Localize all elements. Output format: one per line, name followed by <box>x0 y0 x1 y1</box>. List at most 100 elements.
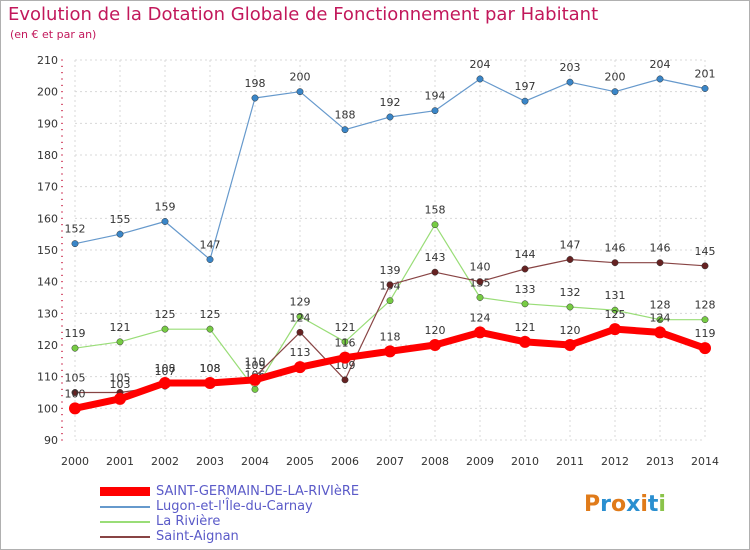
legend-item: La Rivière <box>100 514 359 529</box>
data-label-saint-germain-de-la-rivi-re: 108 <box>155 362 176 375</box>
data-point-saint-germain-de-la-rivi-re <box>249 373 261 386</box>
chart-legend: SAINT-GERMAIN-DE-LA-RIVIèRE Lugon-et-l'Îl… <box>100 484 359 544</box>
data-point-saint-germain-de-la-rivi-re <box>429 339 441 351</box>
data-point-saint-aignan <box>476 278 484 286</box>
data-label-lugon-et-l-le-du-carnay: 201 <box>695 68 716 81</box>
data-label-saint-germain-de-la-rivi-re: 125 <box>605 308 626 321</box>
data-point-lugon-et-l-le-du-carnay <box>566 78 574 86</box>
data-label-lugon-et-l-le-du-carnay: 147 <box>200 239 221 252</box>
data-label-la-rivi-re: 129 <box>290 296 311 309</box>
x-tick-label: 2006 <box>331 455 359 468</box>
data-point-lugon-et-l-le-du-carnay <box>521 97 529 105</box>
data-point-la-rivi-re <box>476 294 484 301</box>
data-label-saint-germain-de-la-rivi-re: 120 <box>560 324 581 337</box>
data-label-la-rivi-re: 119 <box>65 327 86 340</box>
data-point-la-rivi-re <box>566 303 574 311</box>
y-tick-label: 130 <box>37 307 58 320</box>
x-tick-label: 2007 <box>376 455 404 468</box>
data-label-saint-germain-de-la-rivi-re: 113 <box>290 346 311 359</box>
logo-letter: r <box>600 492 611 517</box>
data-point-lugon-et-l-le-du-carnay <box>206 256 214 263</box>
legend-label: Saint-Aignan <box>156 529 239 544</box>
logo-letter: t <box>647 492 659 517</box>
x-tick-label: 2009 <box>466 455 494 468</box>
data-point-saint-aignan <box>701 262 709 270</box>
data-point-saint-aignan <box>566 256 574 263</box>
chart-title: Evolution de la Dotation Globale de Fonc… <box>8 4 599 25</box>
data-label-saint-germain-de-la-rivi-re: 120 <box>425 324 446 337</box>
x-tick-label: 2000 <box>61 455 89 468</box>
data-point-lugon-et-l-le-du-carnay <box>296 88 304 96</box>
data-label-saint-aignan: 146 <box>650 242 671 255</box>
data-label-lugon-et-l-le-du-carnay: 188 <box>335 109 356 122</box>
data-point-saint-germain-de-la-rivi-re <box>564 339 576 351</box>
y-tick-label: 100 <box>37 402 58 415</box>
y-tick-label: 120 <box>37 339 58 352</box>
data-label-la-rivi-re: 125 <box>155 308 176 321</box>
data-point-saint-germain-de-la-rivi-re <box>609 323 621 336</box>
logo-letter: o <box>610 492 627 517</box>
data-label-saint-aignan: 105 <box>110 372 131 385</box>
logo-letter: i <box>640 492 648 517</box>
data-label-la-rivi-re: 128 <box>695 299 716 312</box>
data-point-la-rivi-re <box>341 338 349 346</box>
data-point-lugon-et-l-le-du-carnay <box>656 75 664 83</box>
data-label-la-rivi-re: 125 <box>200 308 221 321</box>
data-label-saint-aignan: 107 <box>155 365 176 378</box>
data-point-lugon-et-l-le-du-carnay <box>161 218 169 225</box>
data-point-lugon-et-l-le-du-carnay <box>701 85 709 92</box>
data-point-la-rivi-re <box>296 313 304 320</box>
data-label-saint-aignan: 144 <box>515 248 536 261</box>
data-point-saint-germain-de-la-rivi-re <box>384 345 396 358</box>
x-tick-label: 2001 <box>106 455 134 468</box>
data-point-lugon-et-l-le-du-carnay <box>611 88 619 96</box>
x-tick-label: 2002 <box>151 455 179 468</box>
y-tick-label: 200 <box>37 86 58 99</box>
data-label-saint-aignan: 124 <box>290 311 311 324</box>
data-point-saint-germain-de-la-rivi-re <box>519 335 531 348</box>
data-label-saint-germain-de-la-rivi-re: 109 <box>245 359 266 372</box>
data-label-la-rivi-re: 128 <box>650 299 671 312</box>
y-tick-label: 160 <box>37 212 58 225</box>
legend-swatch <box>100 487 150 496</box>
x-tick-label: 2004 <box>241 455 269 468</box>
data-label-saint-aignan: 145 <box>695 245 716 258</box>
data-label-lugon-et-l-le-du-carnay: 200 <box>290 71 311 84</box>
data-label-saint-aignan: 110 <box>245 356 266 369</box>
data-point-lugon-et-l-le-du-carnay <box>116 230 124 238</box>
data-label-lugon-et-l-le-du-carnay: 155 <box>110 213 131 226</box>
data-label-lugon-et-l-le-du-carnay: 204 <box>650 58 671 71</box>
logo-letter: i <box>658 492 666 517</box>
data-label-saint-aignan: 140 <box>470 261 491 274</box>
legend-swatch <box>100 535 150 538</box>
data-point-lugon-et-l-le-du-carnay <box>251 94 259 102</box>
data-label-la-rivi-re: 121 <box>335 321 356 334</box>
data-point-saint-germain-de-la-rivi-re <box>204 377 216 389</box>
legend-swatch <box>100 520 150 523</box>
data-label-saint-germain-de-la-rivi-re: 103 <box>110 378 131 391</box>
data-point-saint-germain-de-la-rivi-re <box>69 402 81 415</box>
data-label-la-rivi-re: 158 <box>425 204 446 217</box>
y-tick-label: 140 <box>37 276 58 289</box>
data-point-saint-germain-de-la-rivi-re <box>339 351 351 364</box>
data-point-la-rivi-re <box>701 316 709 324</box>
data-label-saint-germain-de-la-rivi-re: 124 <box>650 311 671 324</box>
data-label-la-rivi-re: 133 <box>515 283 536 296</box>
data-point-la-rivi-re <box>161 325 169 333</box>
data-label-lugon-et-l-le-du-carnay: 192 <box>380 96 401 109</box>
y-tick-label: 170 <box>37 181 58 194</box>
data-label-saint-germain-de-la-rivi-re: 116 <box>335 337 356 350</box>
y-tick-label: 90 <box>44 434 58 447</box>
data-label-la-rivi-re: 131 <box>605 289 626 302</box>
data-point-la-rivi-re <box>116 338 124 346</box>
x-tick-label: 2012 <box>601 455 629 468</box>
data-label-lugon-et-l-le-du-carnay: 204 <box>470 58 491 71</box>
legend-label: SAINT-GERMAIN-DE-LA-RIVIèRE <box>156 484 360 499</box>
y-tick-label: 180 <box>37 149 58 162</box>
chart-subtitle: (en € et par an) <box>10 28 97 41</box>
data-point-la-rivi-re <box>206 325 214 333</box>
data-label-la-rivi-re: 121 <box>110 321 131 334</box>
x-tick-label: 2013 <box>646 455 674 468</box>
data-label-saint-aignan: 105 <box>65 372 86 385</box>
legend-item: Lugon-et-l'Île-du-Carnay <box>100 499 359 514</box>
